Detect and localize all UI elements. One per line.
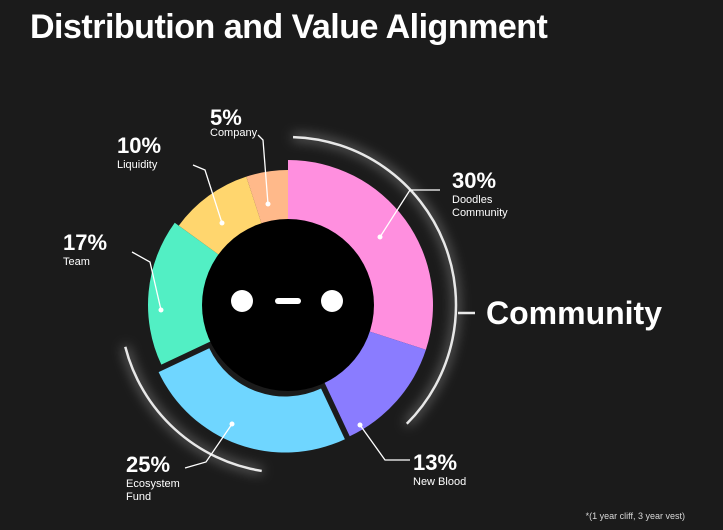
center-circle xyxy=(202,219,374,391)
community-group-label: Community xyxy=(486,295,662,331)
slice-percent-label: 25% xyxy=(126,452,170,477)
slice-name-label-line2: Fund xyxy=(126,491,151,503)
left-eye-icon xyxy=(231,290,253,312)
leader-line xyxy=(257,134,269,205)
leader-dot xyxy=(219,220,225,226)
right-eye-icon xyxy=(321,290,343,312)
leader-lines xyxy=(131,134,440,469)
leader-line xyxy=(184,423,233,469)
donut-slices xyxy=(148,160,433,453)
leader-dot xyxy=(265,201,271,207)
page-title: Distribution and Value Alignment xyxy=(30,8,548,46)
slice-name-label: Ecosystem xyxy=(126,478,180,490)
slice-name-label: Doodles xyxy=(452,194,493,206)
footnote: *(1 year cliff, 3 year vest) xyxy=(585,511,685,521)
slice-name-label: Company xyxy=(210,127,258,139)
mouth-icon xyxy=(275,298,301,304)
slice-percent-label: 10% xyxy=(117,133,161,158)
leader-line xyxy=(131,251,162,311)
bracket-arcs xyxy=(124,135,475,473)
leader-dot xyxy=(357,422,363,428)
community-bracket-arc xyxy=(293,135,458,425)
center-icon-group xyxy=(202,219,374,391)
slice-name-label: Liquidity xyxy=(117,159,158,171)
slice-percent-label: 30% xyxy=(452,168,496,193)
leader-line xyxy=(379,189,440,238)
slice-doodles xyxy=(288,160,433,350)
leader-line xyxy=(359,424,410,461)
leader-dot xyxy=(229,421,235,427)
slice-ecosystem xyxy=(158,348,345,453)
slice-name-label: Team xyxy=(63,256,90,268)
slice-team xyxy=(148,222,221,365)
slice-name-label: New Blood xyxy=(413,476,466,488)
leader-line xyxy=(192,164,223,224)
leader-dot xyxy=(158,307,164,313)
slice-percent-label: 5% xyxy=(210,105,242,130)
slice-new-blood xyxy=(323,330,426,437)
slice-percent-label: 13% xyxy=(413,450,457,475)
leader-dot xyxy=(377,234,383,240)
slice-percent-label: 17% xyxy=(63,230,107,255)
slice-name-label-line2: Community xyxy=(452,207,508,219)
ecosystem-bracket-arc xyxy=(124,346,262,473)
